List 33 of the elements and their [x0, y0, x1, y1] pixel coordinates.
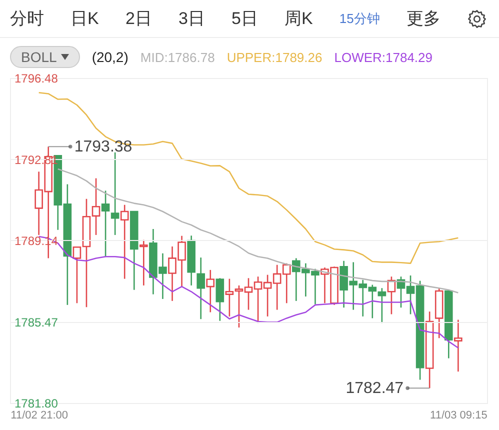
candlestick [140, 239, 148, 286]
y-tick-label: 1792.81 [14, 152, 58, 167]
text: 5日 [231, 8, 258, 30]
text: MID:1786.78 [140, 50, 215, 64]
text: 3日 [178, 8, 205, 30]
candlestick [101, 190, 110, 258]
text: LOWER:1784.29 [334, 50, 433, 64]
y-tick-label: 1789.14 [14, 234, 58, 248]
candlestick [216, 277, 224, 322]
candlestick [378, 287, 386, 324]
y-tick-label: 1785.47 [14, 315, 58, 330]
candlestick [110, 152, 120, 236]
text: UPPER:1789.26 [226, 50, 322, 64]
candlestick [196, 256, 205, 320]
text: 周K [284, 8, 313, 30]
x-tick-label: 11/02 21:00 [10, 410, 68, 422]
text: 分时 [10, 8, 44, 30]
candlestick [387, 276, 396, 315]
x-tick-label: 11/03 09:15 [430, 410, 488, 422]
candlestick [120, 204, 129, 280]
text: BOLL [21, 49, 57, 65]
annotation: 1782.47 [346, 380, 404, 398]
candlestick [206, 269, 215, 313]
y-tick-label: 1796.48 [14, 72, 58, 86]
text: (20,2) [92, 49, 128, 65]
text: 15分钟 [339, 10, 380, 28]
line-series [57, 168, 459, 294]
text: 更多 [406, 8, 440, 30]
text: 2日 [125, 8, 152, 30]
annotation: 1793.38 [74, 138, 132, 156]
y-tick-label: 1781.80 [14, 396, 58, 410]
candlestick [454, 319, 462, 372]
text: 日K [70, 8, 99, 30]
